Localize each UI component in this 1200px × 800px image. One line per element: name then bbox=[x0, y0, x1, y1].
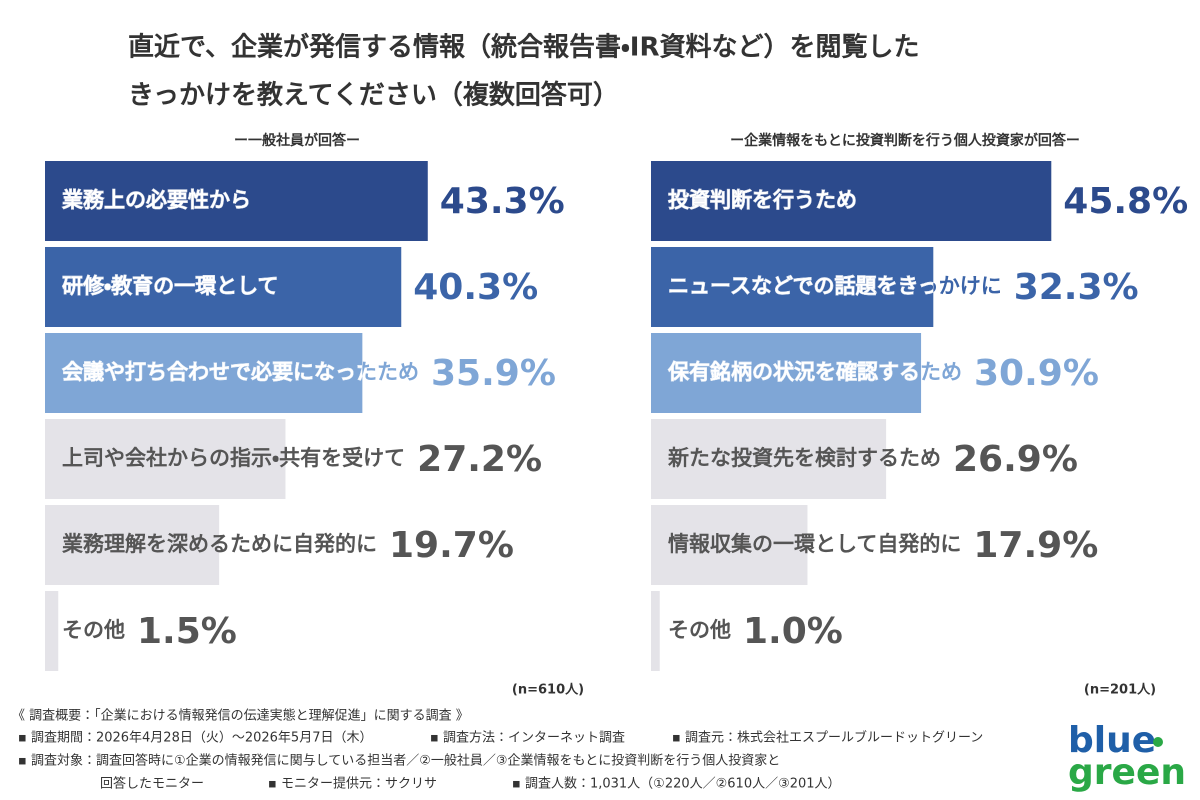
bar bbox=[651, 247, 934, 327]
category-label: その他 bbox=[62, 618, 125, 642]
category-label: その他 bbox=[668, 618, 731, 642]
bar bbox=[651, 591, 660, 671]
value-label: 32.3% bbox=[1014, 267, 1139, 308]
category-label: 業務理解を深めるために自発的に bbox=[62, 532, 377, 556]
category-label: 会議や打ち合わせで必要になったため bbox=[62, 360, 419, 384]
chart-subtitle: ー企業情報をもとに投資判断を行う個人投資家が回答ー bbox=[730, 132, 1080, 149]
category-label: 情報収集の一環として自発的に bbox=[668, 532, 961, 556]
bar bbox=[45, 161, 428, 241]
category-label: 研修・教育の一環として bbox=[62, 274, 279, 298]
category-label: 会議や打ち合わせで必要になったため bbox=[62, 360, 419, 384]
footer-text: ▪ 調査元：株式会社エスプールブルードットグリーン bbox=[672, 730, 983, 746]
category-label: 投資判断を行うため bbox=[668, 188, 857, 212]
value-label: 19.7% bbox=[389, 525, 514, 566]
bar bbox=[45, 419, 286, 499]
category-label: 研修・教育の一環として bbox=[62, 274, 279, 298]
footer-text: ▪ 調査方法：インターネット調査 bbox=[430, 730, 625, 746]
logo: green bbox=[1068, 752, 1186, 793]
footer-text: ▪ モニター提供元：サクリサ bbox=[268, 776, 437, 792]
category-label: ニュースなどでの話題をきっかけに bbox=[668, 274, 1002, 298]
bar bbox=[651, 161, 1052, 241]
value-label: 26.9% bbox=[953, 439, 1078, 480]
logo-dot bbox=[1153, 737, 1163, 747]
sample-note: (n=201人) bbox=[1084, 683, 1156, 698]
logo: blue bbox=[1068, 720, 1156, 761]
value-label: 43.3% bbox=[440, 181, 565, 222]
value-label: 17.9% bbox=[973, 525, 1098, 566]
footer-text: 《 調査概要：「企業における情報発信の伝達実態と理解促進」に関する調査 》 bbox=[12, 708, 469, 724]
value-label: 45.8% bbox=[1063, 181, 1188, 222]
value-label: 1.0% bbox=[743, 611, 843, 652]
title: きっかけを教えてください（複数回答可） bbox=[128, 80, 619, 111]
value-label: 27.2% bbox=[417, 439, 542, 480]
footer-text: ▪ 調査人数：1,031人（①220人／②610人／③201人） bbox=[512, 777, 841, 792]
bar bbox=[651, 333, 922, 413]
footer-text: ▪ 調査期間：2026年4月28日（火）〜2026年5月7日（木） bbox=[18, 731, 372, 746]
category-label: 保有銘柄の状況を確認するため bbox=[667, 360, 962, 384]
chart-subtitle: ー一般社員が回答ー bbox=[234, 132, 360, 149]
footer-text: 回答したモニター bbox=[100, 776, 204, 792]
bar bbox=[45, 333, 363, 413]
footer-text: ▪ 調査対象：調査回答時に①企業の情報発信に関与している担当者／②一般社員／③企… bbox=[18, 753, 780, 769]
bar bbox=[45, 247, 402, 327]
title: 直近で、企業が発信する情報（統合報告書・IR資料など）を閲覧した bbox=[128, 32, 920, 63]
category-label: 保有銘柄の状況を確認するため bbox=[667, 360, 962, 384]
category-label: 業務上の必要性から bbox=[62, 188, 251, 212]
category-label: ニュースなどでの話題をきっかけに bbox=[668, 274, 1002, 298]
category-label: 業務上の必要性から bbox=[62, 188, 251, 212]
value-label: 1.5% bbox=[137, 611, 237, 652]
bar bbox=[651, 505, 808, 585]
category-label: 上司や会社からの指示・共有を受けて bbox=[62, 446, 405, 470]
category-label: 新たな投資先を検討するため bbox=[667, 446, 941, 470]
bar bbox=[45, 591, 59, 671]
value-label: 35.9% bbox=[431, 353, 556, 394]
category-label: 投資判断を行うため bbox=[668, 188, 857, 212]
bar bbox=[651, 419, 887, 499]
bar bbox=[45, 505, 220, 585]
sample-note: (n=610人) bbox=[512, 683, 584, 698]
value-label: 30.9% bbox=[974, 353, 1099, 394]
value-label: 40.3% bbox=[413, 267, 538, 308]
